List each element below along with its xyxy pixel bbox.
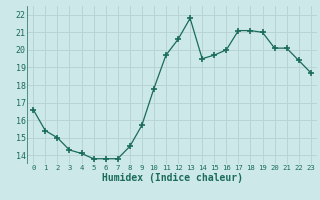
X-axis label: Humidex (Indice chaleur): Humidex (Indice chaleur) [101, 173, 243, 183]
